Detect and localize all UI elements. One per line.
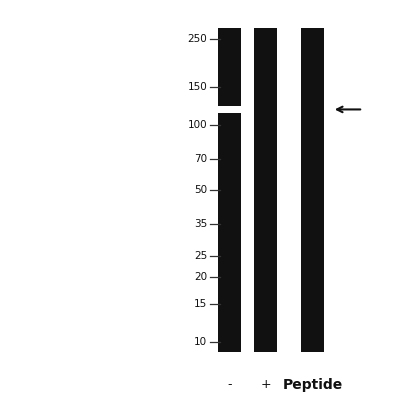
Bar xyxy=(301,28,324,352)
Text: 25: 25 xyxy=(194,251,207,261)
Text: 70: 70 xyxy=(194,154,207,164)
Text: Peptide: Peptide xyxy=(282,378,342,392)
Bar xyxy=(218,28,241,352)
Text: 150: 150 xyxy=(187,82,207,92)
Text: 35: 35 xyxy=(194,219,207,229)
Text: 250: 250 xyxy=(187,34,207,44)
Text: 50: 50 xyxy=(194,185,207,195)
Bar xyxy=(218,106,241,113)
Text: 10: 10 xyxy=(194,337,207,347)
Text: 20: 20 xyxy=(194,272,207,282)
Text: -: - xyxy=(227,378,232,391)
Bar xyxy=(254,28,277,352)
Text: 100: 100 xyxy=(188,120,207,130)
Text: 15: 15 xyxy=(194,299,207,309)
Text: +: + xyxy=(260,378,271,391)
